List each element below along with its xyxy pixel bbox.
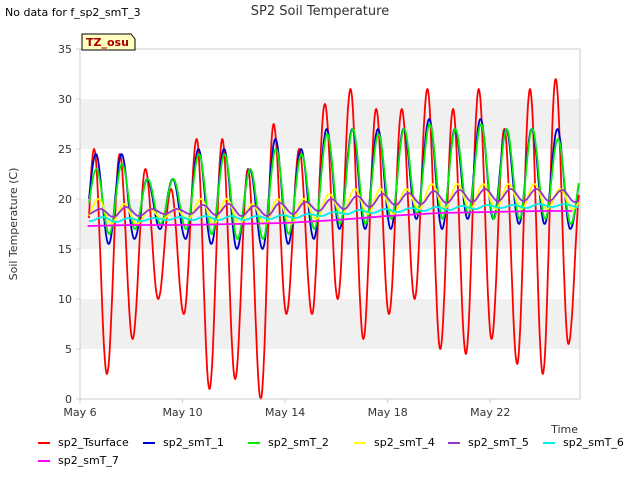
y-axis-label: Soil Temperature (C) xyxy=(7,168,20,281)
y-tick-label: 15 xyxy=(58,243,72,256)
tz-badge: TZ_osu xyxy=(81,33,136,51)
legend-label: sp2_smT_5 xyxy=(468,436,529,449)
series-line-sp2-smT-7 xyxy=(87,210,573,227)
legend-item-sp2-smT-1: sp2_smT_1 xyxy=(143,436,224,449)
legend-item-sp2-smT-7: sp2_smT_7 xyxy=(38,454,119,467)
series-line-sp2-smT-5 xyxy=(88,188,580,218)
legend-label: sp2_smT_1 xyxy=(163,436,224,449)
legend-item-sp2-smT-2: sp2_smT_2 xyxy=(248,436,329,449)
legend-swatch xyxy=(248,442,260,444)
x-tick-label: May 10 xyxy=(162,406,202,419)
series-line-sp2-smT-2 xyxy=(88,123,580,240)
legend-swatch xyxy=(448,442,460,444)
legend-swatch xyxy=(143,442,155,444)
x-tick-label: May 6 xyxy=(63,406,96,419)
series-line-sp2-Tsurface xyxy=(88,78,580,400)
axis-ticks: 0 5 10 15 20 25 30 35 May 6 May 10 May 14 May 18 May… xyxy=(58,43,510,419)
legend-swatch xyxy=(543,442,555,444)
plot-frame xyxy=(79,48,581,400)
legend-label: sp2_Tsurface xyxy=(58,436,129,449)
grid-band xyxy=(80,349,580,399)
y-tick-label: 35 xyxy=(58,43,72,56)
grid-band xyxy=(80,299,580,349)
grid-bands xyxy=(80,49,580,399)
legend-item-sp2-smT-5: sp2_smT_5 xyxy=(448,436,529,449)
no-data-message: No data for f_sp2_smT_3 xyxy=(5,6,141,19)
grid-band xyxy=(80,49,580,99)
legend-item-sp2-Tsurface: sp2_Tsurface xyxy=(38,436,129,449)
series-lines xyxy=(87,78,580,400)
legend-swatch xyxy=(38,460,50,462)
series-line-sp2-smT-6 xyxy=(88,203,580,223)
x-tick-label: May 22 xyxy=(470,406,510,419)
legend-item-sp2-smT-6: sp2_smT_6 xyxy=(543,436,624,449)
x-tick-label: May 14 xyxy=(265,406,305,419)
y-tick-label: 25 xyxy=(58,143,72,156)
y-tick-label: 20 xyxy=(58,193,72,206)
x-tick-label: May 18 xyxy=(368,406,408,419)
legend-swatch xyxy=(354,442,366,444)
legend-label: sp2_smT_7 xyxy=(58,454,119,467)
x-axis-label: Time xyxy=(550,423,578,436)
y-tick-label: 0 xyxy=(65,393,72,406)
legend-label: sp2_smT_2 xyxy=(268,436,329,449)
y-tick-label: 5 xyxy=(65,343,72,356)
y-tick-label: 10 xyxy=(58,293,72,306)
y-tick-label: 30 xyxy=(58,93,72,106)
legend-swatch xyxy=(38,442,50,444)
tz-badge-text: TZ_osu xyxy=(86,36,129,49)
chart-title: SP2 Soil Temperature xyxy=(251,4,389,19)
legend-item-sp2-smT-4: sp2_smT_4 xyxy=(354,436,435,449)
legend-label: sp2_smT_6 xyxy=(563,436,624,449)
legend-label: sp2_smT_4 xyxy=(374,436,435,449)
